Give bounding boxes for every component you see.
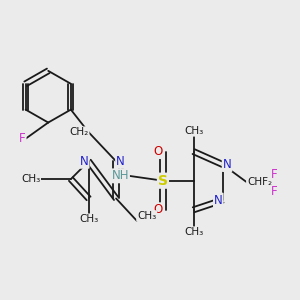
Text: N: N [116,155,125,168]
Text: CH₂: CH₂ [69,127,88,137]
Text: O: O [154,145,163,158]
Text: O: O [154,203,163,216]
Text: CH₃: CH₃ [137,211,156,221]
Text: NH: NH [112,169,129,182]
Text: F: F [19,132,26,145]
Text: CH₃: CH₃ [21,174,40,184]
Text: CHF₂: CHF₂ [247,177,272,187]
Text: CH₃: CH₃ [79,214,98,224]
Text: N: N [80,155,88,168]
Text: F: F [271,185,278,199]
Text: CH₃: CH₃ [184,126,203,136]
Text: N: N [223,158,231,171]
Text: N: N [214,194,223,207]
Text: F: F [271,168,278,181]
Text: CH₃: CH₃ [184,227,203,237]
Text: S: S [158,174,168,188]
